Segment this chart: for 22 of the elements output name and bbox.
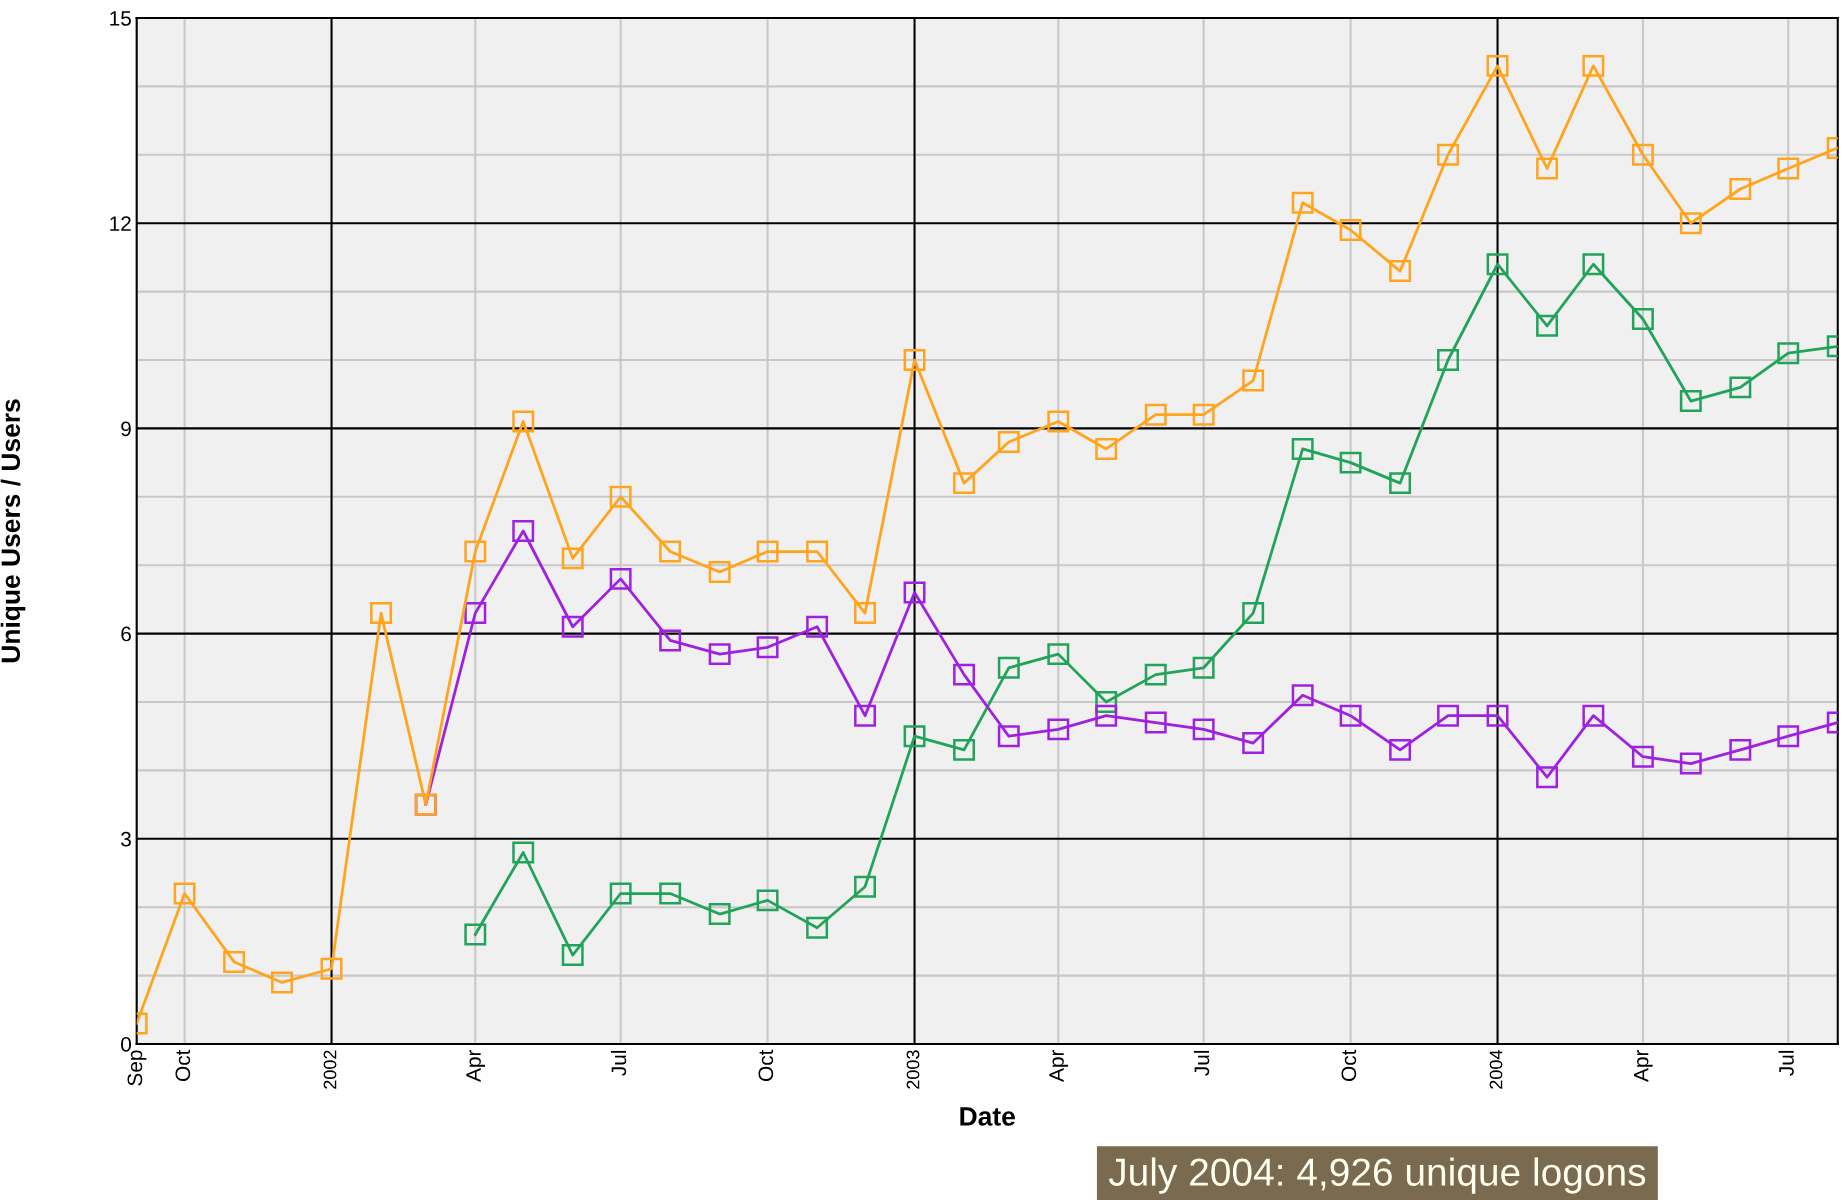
text: July 2004: 4,926 unique logons — [1108, 1157, 1646, 1194]
y-tick-label: 12 — [110, 216, 131, 231]
x-tick-label: Jul — [1193, 1050, 1210, 1076]
y-tick-label: 6 — [121, 626, 131, 642]
y-tick-label: 9 — [121, 421, 131, 437]
x-tick-label: Oct — [758, 1049, 774, 1081]
x-tick-label: Apr — [1049, 1049, 1069, 1082]
x-tick-label: Apr — [466, 1049, 486, 1082]
y-tick-label: 15 — [110, 11, 131, 26]
x-tick-label: 2002 — [323, 1050, 337, 1089]
x-tick-label: Oct — [1341, 1049, 1357, 1081]
x-tick-label: Sep — [127, 1050, 147, 1086]
y-tick-label: 3 — [121, 831, 131, 847]
x-tick-label: 2003 — [906, 1050, 920, 1089]
x-tick-label: 2004 — [1489, 1050, 1503, 1089]
x-axis-title: Date — [960, 1107, 1015, 1126]
x-tick-label: Apr — [1633, 1049, 1653, 1082]
x-tick-label: Oct — [175, 1049, 191, 1081]
x-tick-label: Jul — [1778, 1050, 1794, 1076]
y-axis-title: Unique Users / Users — [0, 399, 26, 663]
x-tick-label: Jul — [610, 1050, 627, 1076]
y-tick-label: 0 — [121, 1037, 131, 1052]
